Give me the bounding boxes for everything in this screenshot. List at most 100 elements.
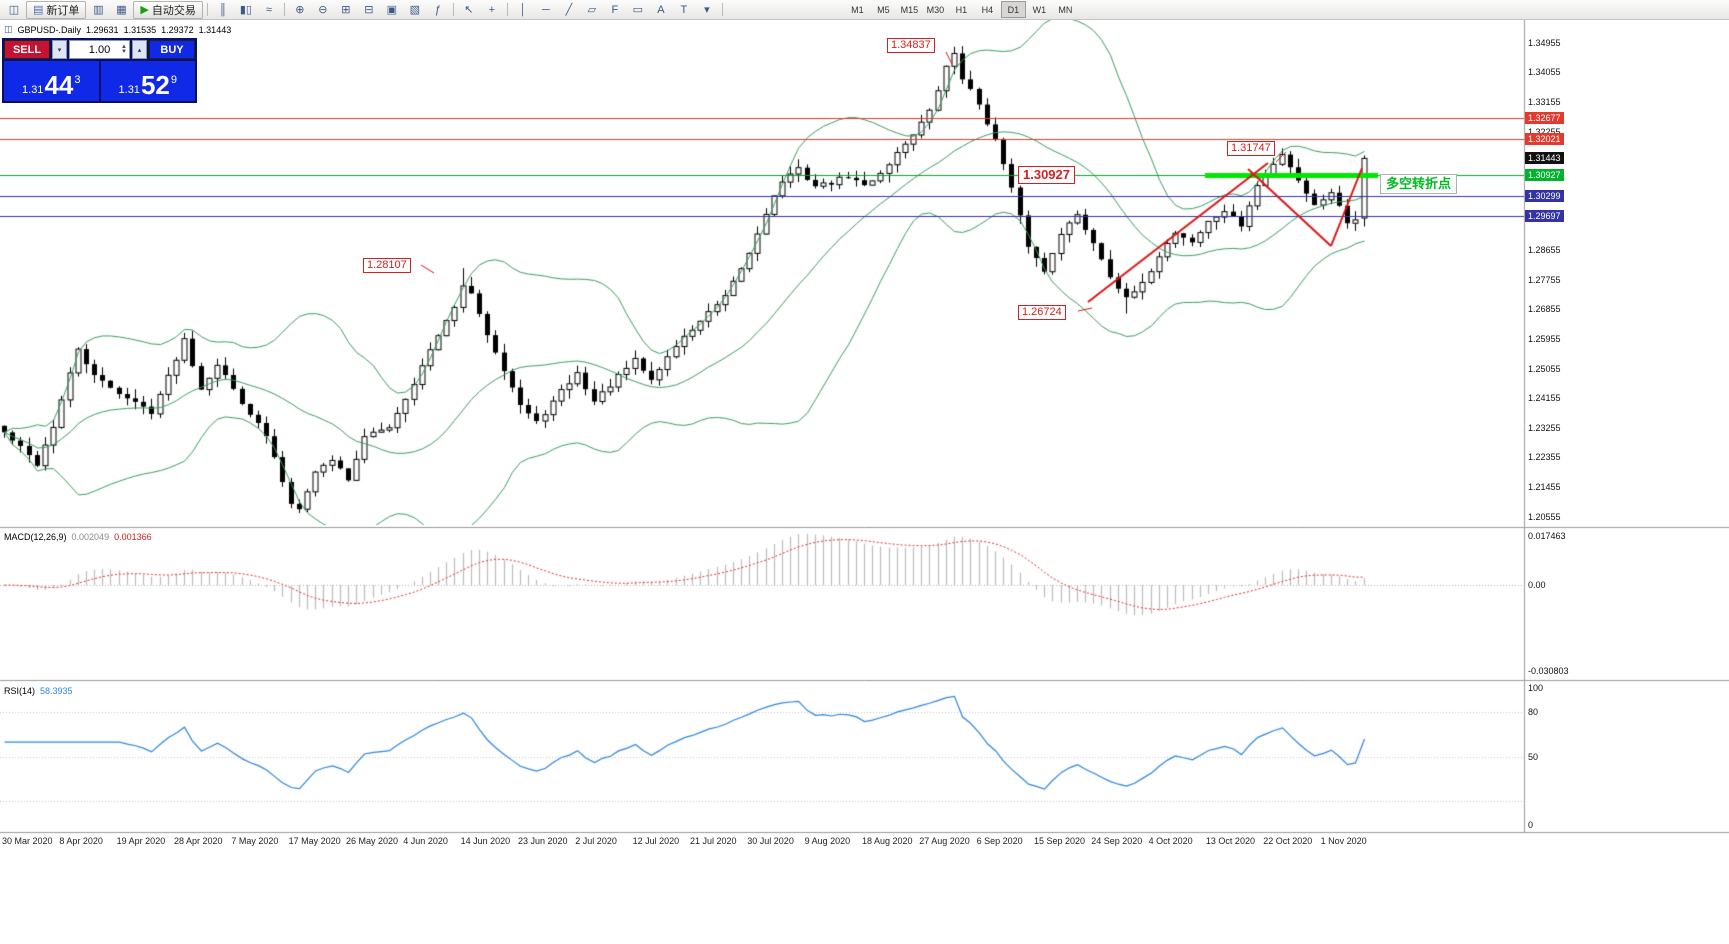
- charts-dropdown[interactable]: ◫: [3, 1, 25, 19]
- cursor-tool-icon: ↖: [464, 4, 474, 16]
- toolbar-separator: [506, 3, 508, 16]
- price-axis[interactable]: 1.34955 1.34055 1.33155 1.32255 1.28655 1.277…: [1525, 19, 1729, 834]
- indicators-icon: ƒ: [434, 3, 441, 16]
- arrows-dropdown[interactable]: ▾: [696, 1, 718, 19]
- sell-button[interactable]: SELL: [4, 40, 50, 59]
- price-line-label: 1.30927: [1525, 169, 1564, 182]
- tile-windows[interactable]: ⊞: [335, 1, 357, 19]
- vertical-line-tool[interactable]: │: [512, 1, 534, 19]
- price-label-1-30927[interactable]: 1.30927: [1018, 166, 1075, 184]
- price-line-label: 1.30299: [1525, 190, 1564, 203]
- horizontal-line-tool-icon: ─: [541, 3, 550, 16]
- channel-tool-icon: ▱: [587, 4, 597, 16]
- timeframe-m1[interactable]: M1: [851, 4, 864, 15]
- indicators[interactable]: ƒ: [427, 1, 449, 19]
- chart-window-icon[interactable]: ▥: [87, 1, 109, 19]
- rsi-scale-label: 80: [1528, 707, 1539, 718]
- date-label: 12 Jul 2020: [632, 836, 680, 846]
- date-label: 18 Aug 2020: [861, 836, 913, 846]
- new-order-button-label: 新订单: [46, 4, 80, 17]
- date-label: 22 Oct 2020: [1263, 836, 1313, 846]
- candlestick-type[interactable]: ▮▯: [235, 1, 257, 19]
- label-tool-icon: T: [680, 3, 688, 16]
- candlestick-type-icon: ▮▯: [239, 4, 252, 16]
- date-label: 6 Sep 2020: [976, 836, 1023, 846]
- rsi-name: RSI(14): [4, 686, 36, 696]
- text-tool[interactable]: A: [650, 1, 672, 19]
- buy-price-big: 52: [140, 70, 170, 100]
- bar-chart-type[interactable]: ║: [212, 1, 234, 19]
- timeframe-m15[interactable]: M15: [900, 4, 919, 15]
- date-label: 8 Apr 2020: [59, 836, 103, 846]
- price-label-1-26724[interactable]: 1.26724: [1018, 305, 1066, 320]
- date-label: 1 Nov 2020: [1320, 836, 1367, 846]
- date-label: 21 Jul 2020: [689, 836, 737, 846]
- lot-size-field[interactable]: 1.00 ▲ ▼: [69, 40, 130, 59]
- lot-size-value: 1.00: [88, 43, 111, 56]
- timeframe-h1[interactable]: H1: [955, 4, 968, 15]
- chart-symbol: GBPUSD-.Daily: [17, 24, 82, 35]
- crosshair-tool[interactable]: +: [481, 1, 503, 19]
- timeframe-h4[interactable]: H4: [981, 4, 994, 15]
- profiles[interactable]: ▧: [404, 1, 426, 19]
- autotrading-button-label: 自动交易: [151, 4, 196, 17]
- price-tick-label: 1.20555: [1528, 511, 1561, 522]
- date-label: 19 Apr 2020: [116, 836, 166, 846]
- buy-price-prefix: 1.31: [118, 84, 140, 96]
- line-chart-type-icon: ≈: [265, 3, 272, 16]
- price-label-1-28107[interactable]: 1.28107: [363, 258, 411, 273]
- timeframe-w1[interactable]: W1: [1032, 4, 1047, 15]
- date-label: 24 Sep 2020: [1091, 836, 1143, 846]
- price-label-1-31747[interactable]: 1.31747: [1227, 141, 1275, 156]
- vertical-line-tool-icon: │: [519, 3, 527, 16]
- timeframe-m5[interactable]: M5: [877, 4, 890, 15]
- timeframe-d1[interactable]: D1: [1000, 1, 1026, 18]
- rsi-value: 58.3935: [40, 686, 73, 696]
- cascade-windows[interactable]: ⊟: [358, 1, 380, 19]
- buy-price-button[interactable]: 1.31 52 9: [100, 61, 195, 101]
- time-axis[interactable]: 30 Mar 2020 8 Apr 2020 19 Apr 2020 28 Apr 2…: [0, 833, 1524, 853]
- cursor-tool[interactable]: ↖: [458, 1, 480, 19]
- autotrading-button-icon: ▶: [140, 4, 149, 16]
- line-chart-type[interactable]: ≈: [258, 1, 280, 19]
- trendline-tool[interactable]: ╱: [558, 1, 580, 19]
- timeframe-group: M1 M5 M15 M30 H1 H4 D1 W1 MN: [845, 1, 1078, 18]
- crosshair-tool-icon: +: [488, 3, 496, 16]
- date-label: 7 May 2020: [231, 836, 279, 846]
- zoom-in-icon: ⊕: [295, 4, 305, 16]
- sell-price-sup: 3: [74, 74, 81, 86]
- new-chart[interactable]: ▣: [381, 1, 403, 19]
- timeframe-m30[interactable]: M30: [926, 4, 945, 15]
- fibonacci-tool[interactable]: F: [604, 1, 626, 19]
- arrows-dropdown-icon: ▾: [704, 4, 710, 16]
- label-tool[interactable]: T: [673, 1, 695, 19]
- rsi-scale-label: 0: [1528, 820, 1534, 830]
- market-watch-icon[interactable]: ▦: [110, 1, 132, 19]
- price-label-1-34837[interactable]: 1.34837: [887, 38, 935, 53]
- autotrading-button[interactable]: ▶ 自动交易: [133, 0, 203, 19]
- price-line-label: 1.32677: [1525, 111, 1564, 124]
- sell-price-prefix: 1.31: [22, 84, 44, 96]
- profiles-icon: ▧: [409, 4, 421, 16]
- channel-tool[interactable]: ▱: [581, 1, 603, 19]
- horizontal-line-tool[interactable]: ─: [535, 1, 557, 19]
- tile-windows-icon: ⊞: [341, 4, 351, 16]
- price-line-label: 1.29697: [1525, 209, 1564, 222]
- turning-point-label[interactable]: 多空转折点: [1380, 174, 1458, 194]
- shapes-tool[interactable]: ▭: [627, 1, 649, 19]
- date-label: 15 Sep 2020: [1033, 836, 1085, 846]
- timeframe-mn[interactable]: MN: [1058, 4, 1073, 15]
- zoom-in[interactable]: ⊕: [289, 1, 311, 19]
- toolbar-separator: [721, 3, 723, 16]
- chart-symbol-icon: ◫: [4, 24, 13, 34]
- sell-dropdown-icon[interactable]: ▾: [52, 40, 67, 59]
- date-label: 4 Jun 2020: [403, 836, 448, 846]
- lot-stepper-icon[interactable]: ▲ ▼: [121, 43, 127, 55]
- sell-price-button[interactable]: 1.31 44 3: [4, 61, 99, 101]
- date-label: 2 Jul 2020: [575, 836, 617, 846]
- zoom-out[interactable]: ⊖: [312, 1, 334, 19]
- buy-dropdown-icon[interactable]: ▴: [132, 40, 147, 59]
- buy-button[interactable]: BUY: [149, 40, 195, 59]
- new-order-button[interactable]: ▤ 新订单: [26, 0, 87, 19]
